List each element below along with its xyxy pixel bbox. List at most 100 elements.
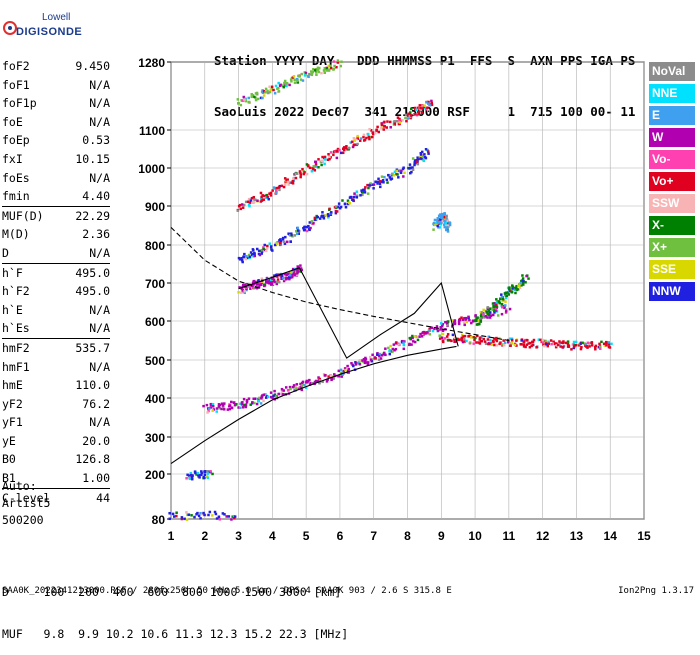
echo-point xyxy=(436,221,440,224)
echo-point xyxy=(541,338,544,342)
echo-point xyxy=(335,156,339,160)
echo-point xyxy=(457,321,461,324)
echo-point xyxy=(257,249,261,253)
echo-point xyxy=(285,82,289,85)
echo-point xyxy=(453,321,456,324)
echo-point xyxy=(382,351,386,355)
echo-point xyxy=(509,344,512,347)
echo-point xyxy=(249,251,253,254)
param-row: foF1p N/A xyxy=(2,94,110,113)
echo-point xyxy=(372,357,376,361)
param-label: hmE xyxy=(2,378,23,393)
echo-point xyxy=(219,403,222,407)
echo-point xyxy=(264,249,268,253)
echo-point xyxy=(223,402,226,405)
echo-point xyxy=(523,338,527,342)
echo-point xyxy=(438,337,442,340)
echo-point xyxy=(446,219,450,223)
echo-point xyxy=(463,323,466,327)
echo-point xyxy=(280,184,284,188)
echo-point xyxy=(445,226,448,230)
echo-point xyxy=(262,393,266,397)
echo-point xyxy=(261,198,265,201)
echo-point xyxy=(508,307,512,311)
echo-point xyxy=(220,407,223,411)
echo-point xyxy=(464,318,468,322)
echo-point xyxy=(564,341,568,345)
echo-point xyxy=(528,341,532,345)
echo-point xyxy=(495,301,499,304)
echo-point xyxy=(251,286,254,290)
echo-point xyxy=(422,333,425,337)
param-label: foF1 xyxy=(2,77,30,92)
echo-point xyxy=(256,199,259,202)
echo-point xyxy=(298,386,302,389)
echo-point xyxy=(573,344,576,347)
echo-point xyxy=(409,171,412,175)
echo-point xyxy=(314,163,318,166)
param-value: N/A xyxy=(89,77,110,92)
echo-point xyxy=(398,122,401,126)
echo-point xyxy=(262,90,266,93)
echo-point xyxy=(505,294,508,298)
echo-point xyxy=(442,215,446,219)
echo-point xyxy=(495,305,499,309)
echo-point xyxy=(446,338,450,342)
echo-point xyxy=(521,279,525,283)
echo-point xyxy=(290,80,293,83)
echo-point xyxy=(253,198,257,201)
echo-point xyxy=(441,217,444,221)
echo-point xyxy=(302,172,306,176)
echo-point xyxy=(248,204,251,208)
echo-point xyxy=(311,382,314,385)
echo-point xyxy=(364,186,367,189)
echo-point xyxy=(366,363,370,366)
echo-point xyxy=(310,72,314,76)
echo-point xyxy=(187,474,191,477)
echo-point xyxy=(374,131,377,135)
echo-point xyxy=(283,177,287,180)
echo-point xyxy=(598,342,601,346)
param-row: foF1 N/A xyxy=(2,76,110,95)
echo-point xyxy=(488,307,492,310)
param-row: C-level 44 xyxy=(2,489,110,508)
echo-point xyxy=(388,352,392,356)
echo-point xyxy=(313,216,317,220)
echo-point xyxy=(267,91,270,95)
echo-point xyxy=(352,364,355,368)
echo-point xyxy=(265,394,269,398)
echo-point xyxy=(445,228,448,232)
echo-point xyxy=(280,387,284,391)
echo-point xyxy=(484,314,487,318)
echo-point xyxy=(477,319,481,323)
echo-point xyxy=(241,99,244,103)
echo-point xyxy=(289,276,293,279)
software-version: Ion2Png 1.3.17 xyxy=(618,586,694,596)
echo-point xyxy=(274,395,278,398)
echo-point xyxy=(261,194,264,197)
echo-point xyxy=(489,314,493,317)
echo-point xyxy=(328,207,331,211)
echo-point xyxy=(187,513,191,516)
echo-point xyxy=(478,336,482,340)
echo-point xyxy=(225,515,228,518)
echo-point xyxy=(355,196,359,199)
echo-point xyxy=(253,286,256,290)
echo-point xyxy=(309,70,313,73)
echo-point xyxy=(368,185,372,189)
echo-point xyxy=(329,66,333,70)
echo-point xyxy=(413,106,417,110)
echo-point xyxy=(258,281,261,284)
echo-point xyxy=(428,104,432,107)
echo-point xyxy=(443,219,446,223)
echo-point xyxy=(604,340,608,344)
file-info-footer: SAA0K_2022341213000.RSF / 280fx256h 50 k… xyxy=(2,586,452,596)
echo-point xyxy=(575,343,578,347)
echo-point xyxy=(339,368,343,372)
echo-point xyxy=(357,361,360,365)
echo-point xyxy=(462,335,465,338)
echo-point xyxy=(508,289,512,293)
echo-point xyxy=(366,183,369,187)
echo-point xyxy=(413,159,417,162)
echo-point xyxy=(226,408,230,411)
